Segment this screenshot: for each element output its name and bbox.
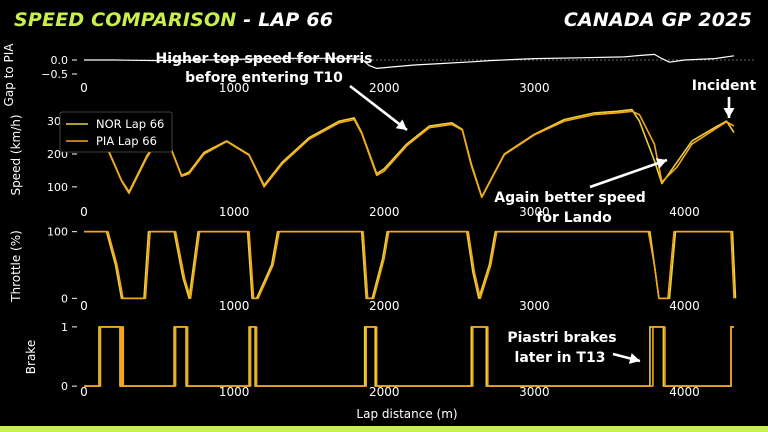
race-title: CANADA GP 2025	[563, 9, 752, 31]
gap-ylabel: Gap to PIA	[2, 43, 16, 107]
legend-label-nor: NOR Lap 66	[96, 117, 164, 131]
annotation-incident: Incident	[692, 78, 757, 94]
speed-xtick-label: 1000	[219, 205, 250, 219]
speed-xtick-label: 3000	[519, 205, 550, 219]
speed-pia-line	[83, 110, 735, 199]
arrow-lando	[589, 158, 668, 189]
brake-nor-line	[84, 326, 734, 387]
annotation-lando-line1: Again better speed	[494, 190, 645, 206]
annotation-lando-line2: for Lando	[536, 210, 612, 226]
throttle-xtick-label: 1000	[219, 299, 250, 313]
annotation-piastri-line1: Piastri brakes	[507, 330, 616, 346]
annotation-piastri-line2: later in T13	[515, 350, 606, 366]
brake-ylabel: Brake	[24, 340, 38, 374]
gap-xtick-label: 2000	[369, 81, 400, 95]
throttle-xtick-label: 4000	[669, 299, 700, 313]
throttle-xtick-label: 3000	[519, 299, 550, 313]
accent-bar	[0, 426, 768, 432]
arrow-incident-head	[723, 108, 735, 118]
speed-xtick-label: 4000	[669, 205, 700, 219]
x-axis-label: Lap distance (m)	[356, 407, 457, 421]
gap-ytick-label: −0.5	[41, 68, 68, 81]
gap-xtick-label: 3000	[519, 81, 550, 95]
annotation-top-speed-line1: Higher top speed for Norris	[156, 51, 373, 67]
speed-ytick-label: 100	[47, 181, 68, 194]
brake-ytick-label: 1	[61, 321, 68, 334]
arrow-top-speed	[349, 84, 408, 132]
brake-xtick-label: 1000	[219, 385, 250, 399]
throttle-ytick-label: 0	[61, 292, 68, 305]
brake-pia-line	[84, 326, 734, 387]
gap-xtick-label: 1000	[219, 81, 250, 95]
legend-box	[59, 111, 173, 153]
throttle-ylabel: Throttle (%)	[9, 230, 23, 303]
brake-ytick-label: 0	[61, 380, 68, 393]
throttle-xtick-label: 2000	[369, 299, 400, 313]
gap-gap-line	[84, 53, 735, 70]
chart-title: SPEED COMPARISON - LAP 66	[14, 9, 333, 31]
speed-xtick-label: 0	[80, 205, 88, 219]
brake-xtick-label: 0	[80, 385, 88, 399]
arrow-lando-head	[655, 158, 667, 169]
throttle-ytick-label: 100	[47, 226, 68, 239]
throttle-pia-line	[84, 230, 735, 300]
speed-xtick-label: 2000	[369, 205, 400, 219]
title-accent: SPEED COMPARISON	[14, 9, 237, 31]
brake-xtick-label: 2000	[369, 385, 400, 399]
legend-label-pia: PIA Lap 66	[96, 134, 157, 148]
brake-xtick-label: 4000	[669, 385, 700, 399]
gap-xtick-label: 0	[80, 81, 88, 95]
throttle-xtick-label: 0	[80, 299, 88, 313]
speed-ylabel: Speed (km/h)	[9, 114, 23, 195]
gap-ytick-label: 0.0	[51, 54, 69, 67]
arrow-piastri-head	[628, 353, 640, 364]
arrow-top-speed-head	[395, 119, 407, 130]
speed-nor-line	[83, 108, 735, 198]
annotation-top-speed-line2: before entering T10	[185, 70, 343, 86]
brake-xtick-label: 3000	[519, 385, 550, 399]
title-lap: - LAP 66	[236, 9, 334, 31]
